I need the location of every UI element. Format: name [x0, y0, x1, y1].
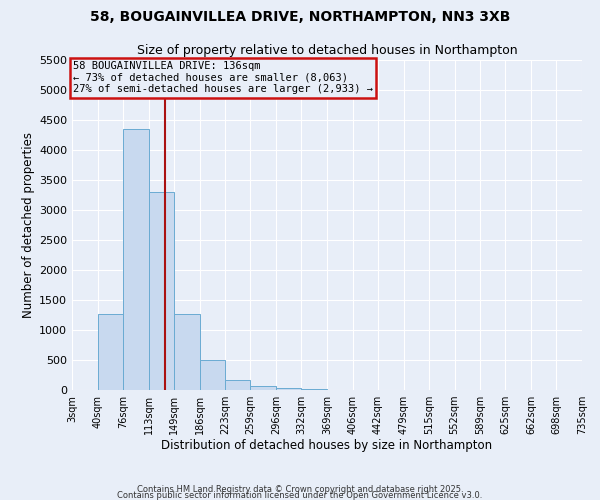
- Y-axis label: Number of detached properties: Number of detached properties: [22, 132, 35, 318]
- Text: Contains public sector information licensed under the Open Government Licence v3: Contains public sector information licen…: [118, 490, 482, 500]
- Bar: [98, 314, 123, 390]
- Text: Contains HM Land Registry data © Crown copyright and database right 2025.: Contains HM Land Registry data © Crown c…: [137, 484, 463, 494]
- Bar: [123, 129, 149, 390]
- Text: 58 BOUGAINVILLEA DRIVE: 136sqm
← 73% of detached houses are smaller (8,063)
27% : 58 BOUGAINVILLEA DRIVE: 136sqm ← 73% of …: [73, 61, 373, 94]
- Bar: [199, 360, 225, 390]
- Bar: [250, 386, 276, 390]
- Bar: [225, 380, 250, 390]
- X-axis label: Distribution of detached houses by size in Northampton: Distribution of detached houses by size …: [161, 438, 493, 452]
- Bar: [276, 388, 301, 390]
- Text: 58, BOUGAINVILLEA DRIVE, NORTHAMPTON, NN3 3XB: 58, BOUGAINVILLEA DRIVE, NORTHAMPTON, NN…: [90, 10, 510, 24]
- Title: Size of property relative to detached houses in Northampton: Size of property relative to detached ho…: [137, 44, 517, 58]
- Bar: [174, 314, 199, 390]
- Bar: [149, 192, 174, 390]
